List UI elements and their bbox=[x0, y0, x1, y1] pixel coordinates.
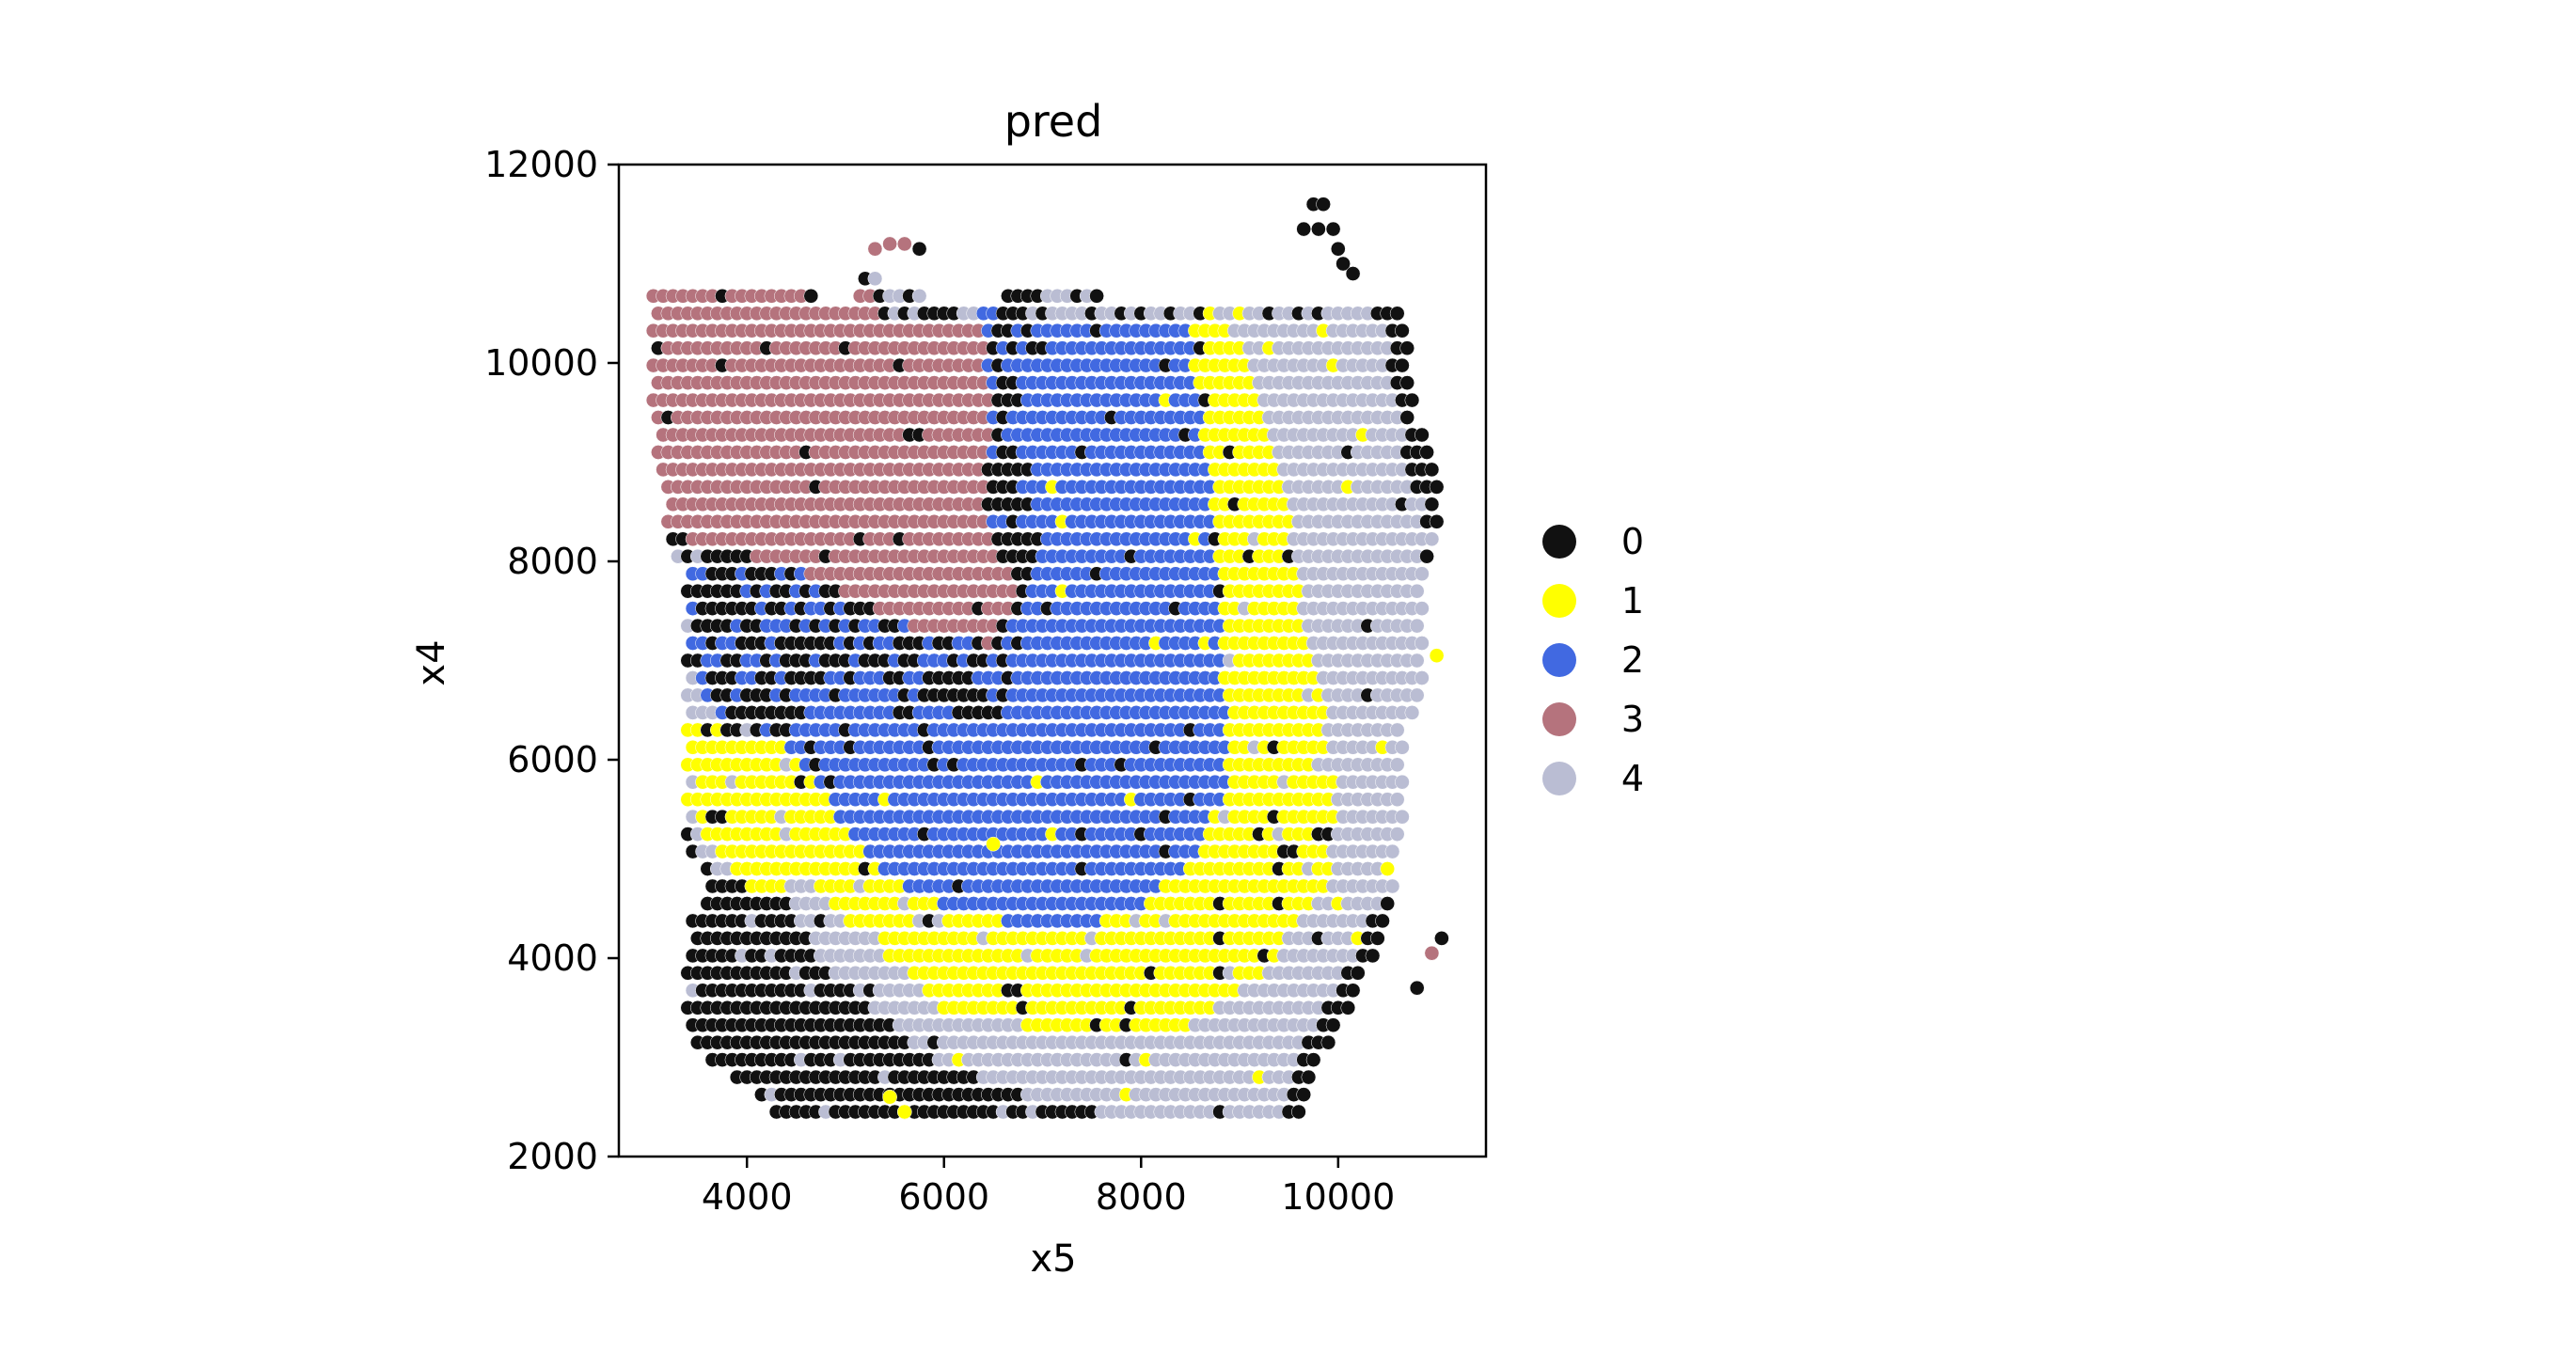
data-point bbox=[1389, 757, 1405, 773]
data-point bbox=[867, 241, 883, 257]
data-point bbox=[1424, 531, 1440, 547]
data-point bbox=[1389, 722, 1405, 738]
x-axis-ticks: 4000 6000 8000 10000 bbox=[702, 1157, 1395, 1218]
data-point bbox=[1409, 980, 1425, 996]
data-point bbox=[1389, 792, 1405, 808]
data-point bbox=[1399, 340, 1415, 356]
data-point bbox=[1330, 241, 1346, 257]
y-tick-label: 2000 bbox=[507, 1136, 598, 1177]
legend-label: 4 bbox=[1621, 758, 1644, 799]
data-point bbox=[896, 1104, 912, 1120]
data-point bbox=[1424, 945, 1440, 961]
data-point bbox=[1380, 896, 1396, 911]
x-tick-label: 10000 bbox=[1281, 1176, 1395, 1218]
data-point bbox=[1311, 221, 1326, 237]
data-point bbox=[1434, 931, 1449, 946]
data-point bbox=[1380, 861, 1396, 876]
data-point bbox=[1429, 513, 1445, 529]
legend-label: 3 bbox=[1621, 699, 1644, 740]
data-point bbox=[1296, 221, 1312, 237]
x-axis-label: x5 bbox=[1030, 1237, 1076, 1281]
data-point bbox=[911, 288, 927, 304]
x-tick-label: 8000 bbox=[1096, 1176, 1187, 1218]
data-point bbox=[1404, 705, 1420, 720]
legend-label: 2 bbox=[1621, 639, 1644, 681]
data-point bbox=[1365, 948, 1381, 964]
data-point bbox=[803, 288, 819, 304]
y-tick-label: 8000 bbox=[507, 541, 598, 582]
data-point bbox=[1089, 288, 1104, 304]
data-point bbox=[1409, 653, 1425, 669]
data-point bbox=[1419, 445, 1434, 460]
legend-marker bbox=[1542, 525, 1576, 559]
chart-title: pred bbox=[1004, 96, 1103, 147]
data-point bbox=[1399, 375, 1415, 390]
data-point bbox=[882, 1089, 897, 1105]
data-point bbox=[1375, 913, 1390, 929]
data-point bbox=[1414, 636, 1430, 651]
legend-marker bbox=[1542, 643, 1576, 677]
data-point bbox=[1389, 827, 1405, 842]
data-point bbox=[1345, 983, 1361, 999]
data-point bbox=[1429, 648, 1445, 664]
data-point bbox=[1424, 496, 1440, 512]
data-point bbox=[986, 836, 1001, 852]
legend-marker bbox=[1542, 702, 1576, 736]
data-point bbox=[1325, 1017, 1341, 1033]
legend-marker bbox=[1542, 762, 1576, 795]
y-axis-ticks: 2000 4000 6000 8000 10000 12000 bbox=[484, 144, 619, 1177]
data-point bbox=[1305, 1052, 1321, 1067]
data-point bbox=[1384, 843, 1400, 859]
legend-label: 1 bbox=[1621, 580, 1644, 622]
data-point bbox=[1429, 480, 1445, 495]
data-point bbox=[1369, 931, 1385, 946]
data-point bbox=[1414, 601, 1430, 616]
y-tick-label: 4000 bbox=[507, 937, 598, 979]
data-point bbox=[1409, 687, 1425, 703]
data-point bbox=[1389, 306, 1405, 322]
y-axis-label: x4 bbox=[410, 639, 453, 685]
data-point bbox=[1316, 197, 1331, 213]
data-point bbox=[1395, 739, 1410, 755]
data-point bbox=[1350, 965, 1366, 981]
data-point bbox=[1291, 1104, 1306, 1120]
x-tick-label: 4000 bbox=[702, 1176, 793, 1218]
data-point bbox=[1301, 1069, 1317, 1085]
y-tick-label: 12000 bbox=[484, 144, 598, 185]
y-tick-label: 10000 bbox=[484, 342, 598, 384]
y-tick-label: 6000 bbox=[507, 739, 598, 780]
data-point bbox=[1409, 583, 1425, 599]
data-point bbox=[911, 241, 927, 257]
data-point bbox=[1399, 410, 1415, 425]
legend: 0 1 2 3 4 bbox=[1542, 521, 1644, 799]
data-point bbox=[1296, 1087, 1312, 1102]
data-point bbox=[1409, 618, 1425, 634]
data-point bbox=[1424, 462, 1440, 478]
x-tick-label: 6000 bbox=[898, 1176, 989, 1218]
data-points bbox=[645, 197, 1449, 1120]
legend-marker bbox=[1542, 584, 1576, 618]
data-point bbox=[1320, 1034, 1336, 1050]
data-point bbox=[1345, 266, 1361, 281]
data-point bbox=[1395, 323, 1410, 338]
data-point bbox=[882, 236, 897, 252]
data-point bbox=[1340, 1000, 1356, 1016]
data-point bbox=[1419, 548, 1434, 564]
data-point bbox=[1395, 809, 1410, 825]
data-point bbox=[1414, 566, 1430, 582]
data-point bbox=[1414, 427, 1430, 443]
data-point bbox=[1414, 670, 1430, 685]
data-point bbox=[1384, 878, 1400, 894]
data-point bbox=[1325, 221, 1341, 237]
data-point bbox=[896, 236, 912, 252]
data-point bbox=[867, 271, 883, 287]
legend-label: 0 bbox=[1621, 521, 1644, 562]
data-point bbox=[1395, 357, 1410, 373]
data-point bbox=[1404, 392, 1420, 408]
data-point bbox=[1395, 774, 1410, 790]
